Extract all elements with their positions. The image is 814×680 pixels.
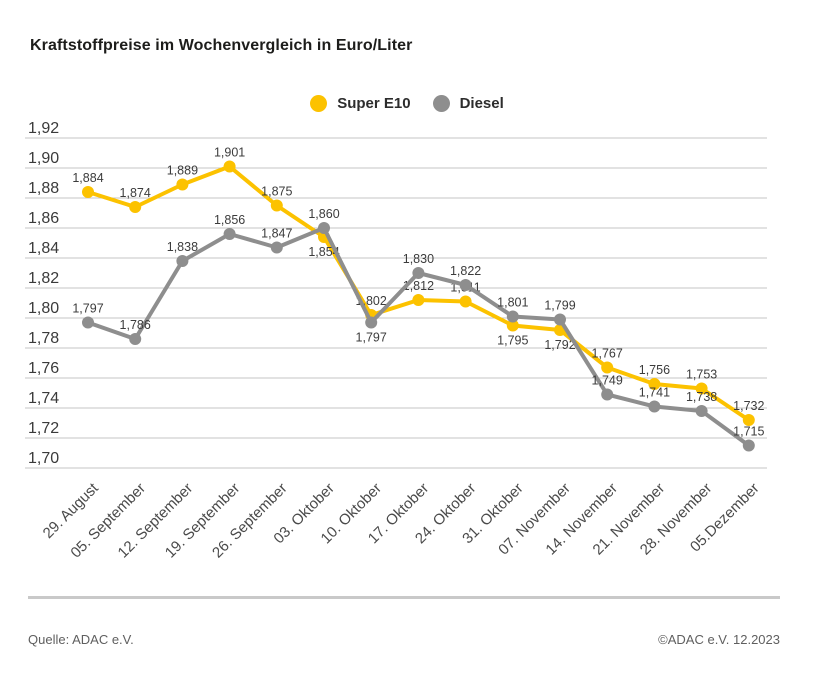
data-point-label: 1,795 [497, 334, 528, 348]
data-point-label: 1,875 [261, 185, 292, 199]
data-point [176, 178, 189, 191]
data-point-label: 1,797 [72, 302, 103, 316]
data-point-label: 1,741 [639, 386, 670, 400]
legend-item-diesel: Diesel [432, 95, 504, 112]
data-point-label: 1,854 [308, 245, 339, 259]
y-tick-label: 1,82 [28, 270, 59, 287]
data-point-label: 1,756 [639, 363, 670, 377]
data-point-label: 1,847 [261, 227, 292, 241]
diesel-dot-icon [432, 95, 450, 112]
data-point [270, 241, 283, 254]
data-point-label: 1,801 [497, 296, 528, 310]
data-point-label: 1,797 [356, 331, 387, 345]
data-point-label: 1,856 [214, 213, 245, 227]
y-tick-label: 1,90 [28, 150, 59, 167]
data-point-label: 1,822 [450, 264, 481, 278]
data-point [695, 405, 708, 417]
y-tick-label: 1,88 [28, 180, 59, 197]
data-point [82, 186, 94, 198]
y-tick-label: 1,76 [28, 360, 59, 377]
data-point [506, 310, 519, 323]
data-point-label: 1,838 [167, 240, 198, 254]
data-point-label: 1,830 [403, 252, 434, 266]
data-point [82, 316, 94, 329]
chart-title: Kraftstoffpreise im Wochenvergleich in E… [30, 37, 413, 54]
chart-legend: Super E10 Diesel [0, 95, 814, 112]
y-tick-label: 1,70 [28, 450, 59, 467]
data-point-label: 1,753 [686, 368, 717, 382]
data-point [129, 201, 142, 213]
data-point [648, 400, 661, 413]
data-point [648, 378, 661, 390]
data-point [176, 255, 189, 267]
y-tick-label: 1,80 [28, 300, 59, 317]
legend-item-super-e10: Super E10 [310, 95, 411, 112]
legend-label-diesel: Diesel [459, 95, 504, 112]
y-tick-label: 1,86 [28, 210, 59, 227]
data-point [365, 316, 378, 329]
data-point [412, 267, 425, 279]
data-point [270, 199, 283, 212]
y-tick-label: 1,84 [28, 240, 59, 257]
data-point [506, 319, 519, 332]
data-point-label: 1,901 [214, 146, 245, 160]
data-point [412, 294, 425, 306]
data-point-label: 1,799 [544, 299, 575, 313]
data-point [459, 295, 472, 308]
data-point [223, 228, 236, 240]
data-point-label: 1,792 [544, 338, 575, 352]
footer-divider [28, 596, 780, 599]
data-point [742, 439, 755, 452]
data-point-label: 1,738 [686, 390, 717, 404]
data-point-label: 1,732 [733, 399, 764, 413]
legend-label-super-e10: Super E10 [337, 95, 411, 112]
y-tick-label: 1,92 [28, 120, 59, 137]
source-note: Quelle: ADAC e.V. [28, 632, 134, 647]
y-tick-label: 1,74 [28, 390, 59, 407]
data-point [695, 382, 708, 395]
data-point [742, 414, 755, 426]
data-point-label: 1,749 [592, 374, 623, 388]
data-point [601, 388, 614, 401]
data-point [318, 222, 330, 234]
data-point [459, 279, 472, 291]
data-point-label: 1,860 [308, 207, 339, 221]
y-tick-label: 1,78 [28, 330, 59, 347]
data-point-label: 1,889 [167, 164, 198, 178]
data-point [601, 361, 614, 374]
super-e10-dot-icon [310, 95, 328, 112]
data-point-label: 1,874 [120, 186, 151, 200]
data-point-label: 1,786 [120, 318, 151, 332]
data-point [554, 313, 566, 326]
data-point-label: 1,884 [72, 171, 103, 185]
data-point [223, 160, 236, 173]
data-point-label: 1,767 [592, 347, 623, 361]
data-point-label: 1,715 [733, 425, 764, 439]
copyright-note: ©ADAC e.V. 12.2023 [658, 632, 780, 647]
y-tick-label: 1,72 [28, 420, 59, 437]
data-point [129, 333, 142, 345]
